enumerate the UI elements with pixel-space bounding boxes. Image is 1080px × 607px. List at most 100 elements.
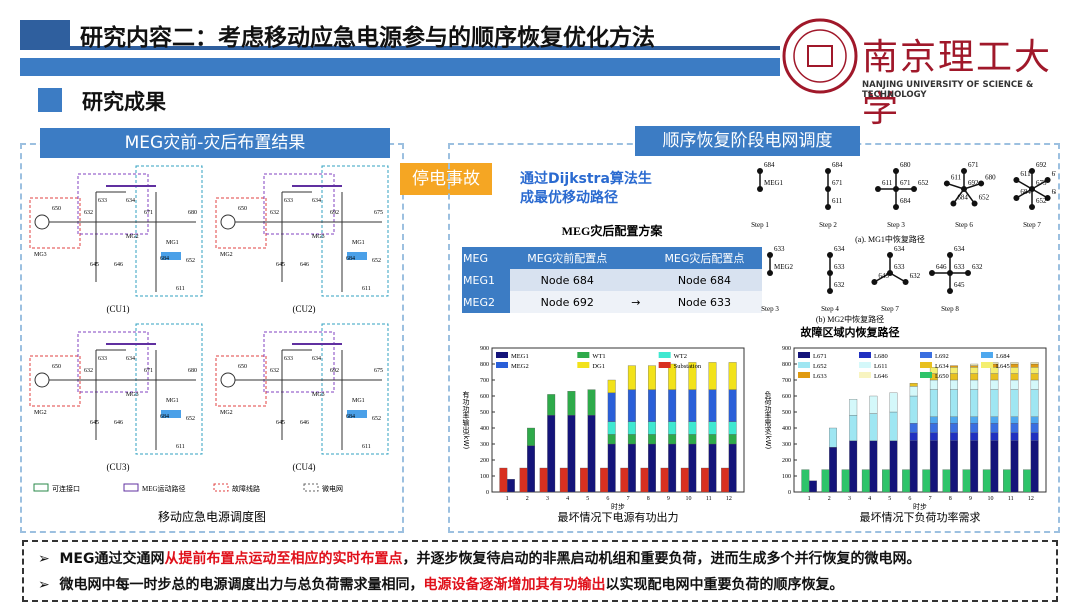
path-edge [1031,188,1048,199]
node-label: 671 [144,368,153,374]
header-rule [20,46,780,50]
bar-segment [1030,362,1039,365]
y-tick-label: 300 [480,442,489,448]
legend-label: L671 [813,353,827,360]
x-tick-label: 1 [808,496,811,502]
bar-segment [640,467,649,493]
x-tick-label: 9 [667,496,670,502]
node-label: 633 [284,356,293,362]
path-node-label: 680 [1052,188,1056,196]
mg-box [263,331,335,393]
path-node [947,252,953,258]
node-label: 650 [52,206,61,212]
legend-swatch [496,362,508,368]
y-tick-label: 600 [480,394,489,400]
mg-label: MG1 [352,398,365,404]
y-tick-label: 200 [782,458,791,464]
bar-segment [587,415,596,493]
mg-box [29,197,81,249]
path-node [827,252,833,258]
path-node [827,288,833,294]
source [34,372,50,388]
path-node [825,168,831,174]
cu-label: (CU4) [293,462,316,472]
header-title: 研究内容二：考虑移动应急电源参与的顺序恢复优化方法 [80,25,655,51]
path-edge [952,188,965,205]
bullet: ➢ 微电网中每一时步总的电源调度出力与总负荷需求量相同，电源设备逐渐增加其有功输… [38,572,1042,598]
path-node-label: 645 [954,281,965,289]
bar-segment [708,362,717,390]
x-tick-label: 7 [929,496,932,502]
bar-segment [607,421,616,435]
table-spacer [625,247,647,269]
path-node-label: 680 [900,161,911,169]
table-header: MEG灾后配置点 [664,252,745,265]
bar-segment [970,363,979,366]
legend-swatch [920,352,932,358]
bar-segment [849,399,858,416]
y-axis-label: 有功功率输出(kW) [462,390,470,450]
meg [161,252,181,260]
path-node [757,168,763,174]
y-tick-label: 200 [480,458,489,464]
bar-segment [990,440,999,493]
path-node-label: 611 [951,173,962,181]
x-tick-label: 6 [908,496,911,502]
bar-segment [909,386,918,397]
x-tick-label: 10 [686,496,692,502]
bar-segment [620,467,629,493]
bar-segment [849,440,858,493]
node-label: 692 [330,368,339,374]
y-tick-label: 500 [782,410,791,416]
path-node-label: MEG2 [774,263,794,271]
bar-segment [990,373,999,381]
mg-box [77,173,149,235]
x-axis-label: 时步 [913,502,927,511]
path-node-label: 671 [832,179,843,187]
path-node-label: 692 [968,179,979,187]
path-edge [874,272,891,283]
bar-segment [982,469,991,493]
legend-label: L646 [874,373,888,380]
header-block [20,20,70,46]
node-label: 633 [98,356,107,362]
bullet-text: 微电网中每一时步总的电源调度出力与总负荷需求量相同， [59,577,424,593]
path-caption: (b) MG2中恢复路径 [816,314,884,324]
path-node [1029,204,1035,210]
plot-frame [793,347,1047,493]
table-header: MEG [463,251,488,265]
path-node-label: 632 [972,263,983,271]
bar-segment [660,467,669,493]
table-cell: MEG2 [462,291,510,313]
bar-segment [970,367,979,374]
path-node [1029,168,1035,174]
path-node [947,288,953,294]
node-label: 645 [276,262,285,268]
path-edge [889,272,906,283]
legend-swatch [658,362,671,368]
path-node-label: 684 [957,194,968,202]
path-node-label: 680 [985,173,996,181]
x-tick-label: 2 [526,496,529,502]
bar-segment [587,389,596,416]
bar-segment [580,467,588,493]
x-tick-label: 4 [868,496,871,502]
bar-segment [929,379,938,390]
path-node-label: 671 [968,161,979,169]
left-panel-title: MEG灾前-灾后布置结果 [40,128,390,158]
x-tick-label: 12 [1028,496,1034,502]
path-node-label: 633 [954,263,965,271]
bar-segment [721,467,730,493]
node-label: 680 [188,210,197,216]
bar-segment [970,423,979,433]
bar-segment [909,395,918,424]
bar-segment [801,469,810,493]
highlight-text: 从提前布置点运动至相应的实时布置点 [164,551,403,567]
legend-label: Substation [674,363,702,370]
bar-segment [950,367,958,374]
bar-segment [1030,363,1039,368]
node-label: 633 [284,198,293,204]
bar-segment [929,423,938,433]
bar-segment [929,389,938,417]
bar-segment [869,413,878,441]
